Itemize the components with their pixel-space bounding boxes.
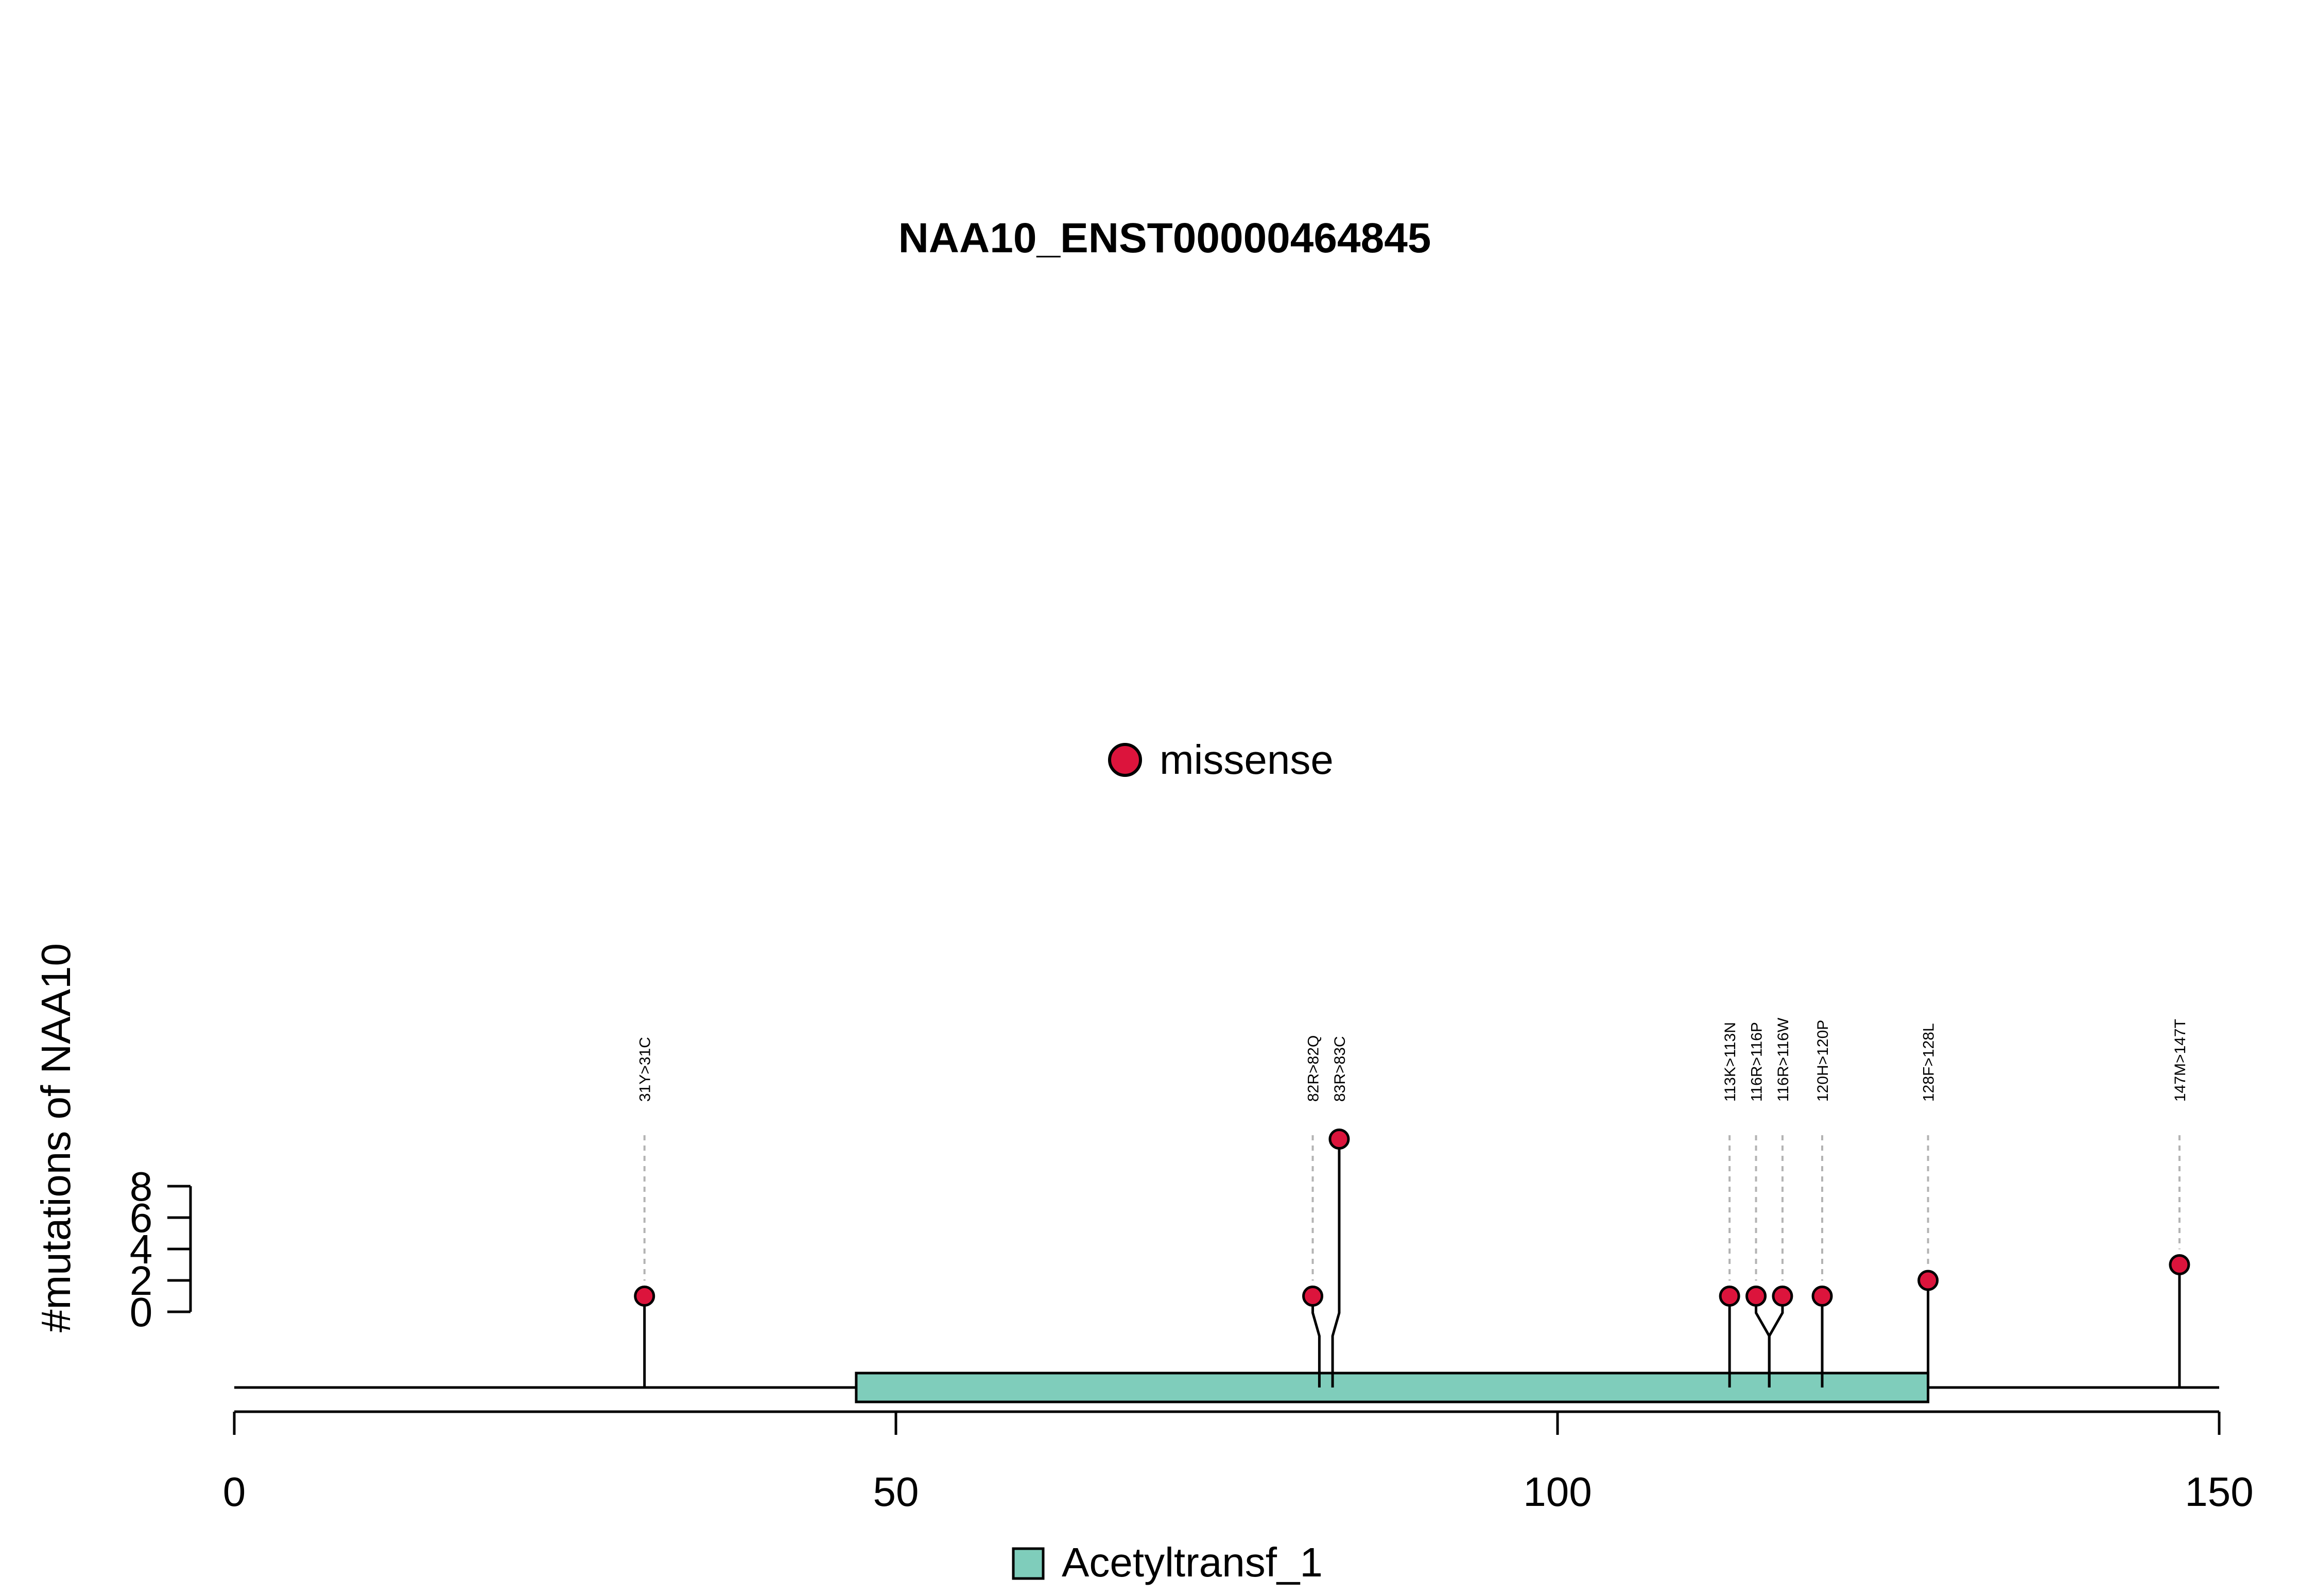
lollipop-120H>120P: 120H>120P xyxy=(1811,1020,1833,1387)
mutation-label: 128F>128L xyxy=(1921,1023,1938,1102)
domain-legend: Acetyltransf_1 xyxy=(1012,1539,1323,1585)
domain-legend-swatch xyxy=(1012,1547,1045,1580)
lollipop-113K>113N: 113K>113N xyxy=(1719,1022,1740,1387)
mutation-label: 116R>116W xyxy=(1775,1017,1792,1102)
y-axis-label: #mutations of NAA10 xyxy=(33,943,79,1332)
mutation-label: 120H>120P xyxy=(1814,1020,1831,1102)
mutation-label: 116R>116P xyxy=(1749,1022,1766,1102)
lollipop-head xyxy=(1745,1286,1767,1307)
missense-legend-marker xyxy=(1108,743,1142,777)
lollipop-147M>147T: 147M>147T xyxy=(2169,1019,2190,1387)
lollipop-head xyxy=(1917,1270,1939,1291)
domain-Acetyltransf_1 xyxy=(855,1372,1930,1403)
mutation-label: 31Y>31C xyxy=(637,1037,654,1102)
lollipop-128F>128L: 128F>128L xyxy=(1917,1023,1939,1387)
mutation-label: 147M>147T xyxy=(2172,1019,2189,1102)
lollipop-head xyxy=(1302,1286,1324,1307)
lollipop-116R>116W: 116R>116W xyxy=(1768,1017,1793,1387)
y-tick-label: 8 xyxy=(130,1164,153,1209)
lollipop-head xyxy=(1719,1286,1740,1307)
domain-legend-label: Acetyltransf_1 xyxy=(1062,1539,1323,1585)
lollipop-83R>83C: 83R>83C xyxy=(1328,1036,1350,1387)
x-axis: 0 50 100 150 xyxy=(223,1410,2254,1515)
missense-legend-label: missense xyxy=(1160,737,1334,783)
mutation-label: 113K>113N xyxy=(1722,1022,1739,1102)
y-tick-label: 6 xyxy=(130,1195,153,1241)
y-tick-label: 4 xyxy=(130,1226,153,1272)
mutation-label: 82R>82Q xyxy=(1305,1035,1322,1102)
x-tick-label: 150 xyxy=(2185,1469,2253,1515)
lollipop-head xyxy=(1772,1286,1793,1307)
lollipop-head xyxy=(1811,1286,1833,1307)
chart-title: NAA10_ENST00000464845 xyxy=(898,215,1431,262)
mutation-label: 83R>83C xyxy=(1332,1036,1348,1102)
lollipop-116R>116P: 116R>116P xyxy=(1745,1022,1771,1387)
x-tick-label: 50 xyxy=(873,1469,919,1515)
lollipop-31Y>31C: 31Y>31C xyxy=(634,1037,655,1387)
lollipop-82R>82Q: 82R>82Q xyxy=(1302,1035,1324,1387)
domain-layer xyxy=(855,1372,1930,1403)
x-tick-label: 100 xyxy=(1523,1469,1592,1515)
lollipop-head xyxy=(634,1286,655,1307)
lollipop-stem xyxy=(1331,1139,1341,1387)
lollipop-layer: 31Y>31C 82R>82Q 83R>83C 113K>113N 116R>116P 1… xyxy=(634,1017,2190,1387)
lollipop-head xyxy=(2169,1254,2190,1275)
y-tick-label: 0 xyxy=(130,1289,153,1335)
x-tick-label: 0 xyxy=(223,1469,246,1515)
mutation-legend: missense xyxy=(1108,737,1334,783)
y-tick-label: 2 xyxy=(130,1258,153,1304)
lollipop-head xyxy=(1328,1129,1350,1150)
